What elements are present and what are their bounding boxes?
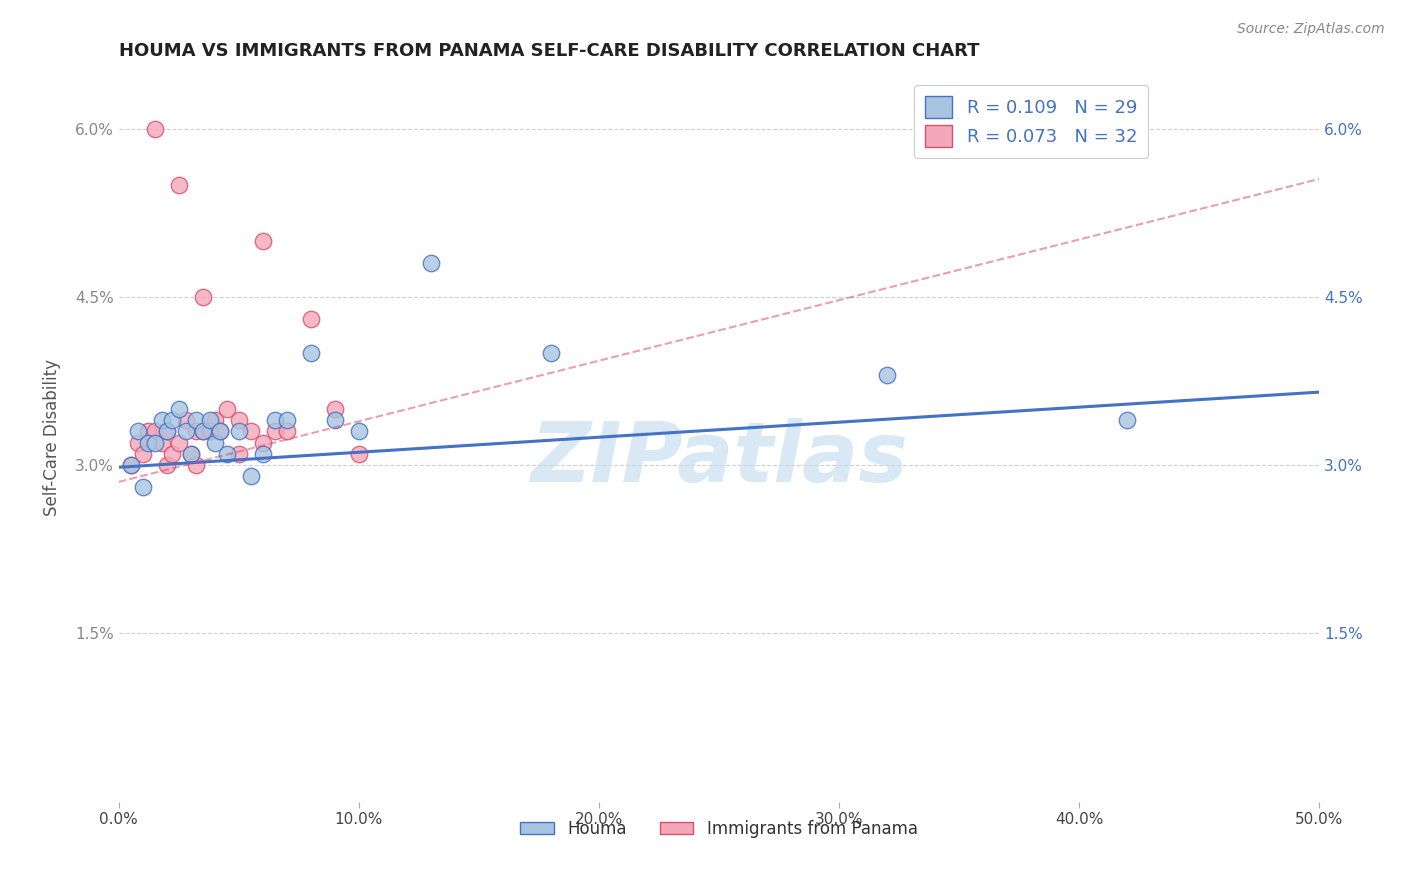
Point	[127, 435, 149, 450]
Point	[160, 413, 183, 427]
Y-axis label: Self-Care Disability: Self-Care Disability	[44, 359, 60, 516]
Legend: Houma, Immigrants from Panama: Houma, Immigrants from Panama	[513, 813, 924, 845]
Point	[208, 425, 231, 439]
Point	[150, 413, 173, 427]
Point	[215, 447, 238, 461]
Text: ZIPatlas: ZIPatlas	[530, 418, 908, 500]
Point	[276, 413, 298, 427]
Point	[191, 425, 214, 439]
Point	[136, 435, 159, 450]
Point	[276, 425, 298, 439]
Point	[299, 346, 322, 360]
Point	[1116, 413, 1139, 427]
Point	[120, 458, 142, 472]
Point	[263, 425, 285, 439]
Point	[120, 458, 142, 472]
Point	[215, 401, 238, 416]
Point	[143, 121, 166, 136]
Point	[156, 425, 179, 439]
Point	[323, 401, 346, 416]
Point	[156, 458, 179, 472]
Point	[167, 401, 190, 416]
Point	[136, 425, 159, 439]
Point	[198, 425, 221, 439]
Point	[191, 290, 214, 304]
Point	[208, 425, 231, 439]
Point	[299, 312, 322, 326]
Point	[156, 425, 179, 439]
Point	[252, 234, 274, 248]
Point	[132, 481, 155, 495]
Point	[191, 425, 214, 439]
Point	[184, 413, 207, 427]
Point	[198, 413, 221, 427]
Point	[540, 346, 562, 360]
Point	[127, 425, 149, 439]
Point	[252, 447, 274, 461]
Point	[204, 413, 226, 427]
Point	[876, 368, 898, 383]
Text: HOUMA VS IMMIGRANTS FROM PANAMA SELF-CARE DISABILITY CORRELATION CHART: HOUMA VS IMMIGRANTS FROM PANAMA SELF-CAR…	[118, 42, 979, 60]
Point	[228, 413, 250, 427]
Point	[180, 447, 202, 461]
Point	[239, 425, 262, 439]
Point	[174, 425, 197, 439]
Point	[143, 435, 166, 450]
Point	[174, 413, 197, 427]
Point	[347, 447, 370, 461]
Point	[167, 178, 190, 192]
Point	[184, 458, 207, 472]
Point	[263, 413, 285, 427]
Point	[419, 256, 441, 270]
Point	[143, 425, 166, 439]
Text: Source: ZipAtlas.com: Source: ZipAtlas.com	[1237, 22, 1385, 37]
Point	[323, 413, 346, 427]
Point	[150, 435, 173, 450]
Point	[167, 435, 190, 450]
Point	[204, 435, 226, 450]
Point	[228, 425, 250, 439]
Point	[252, 435, 274, 450]
Point	[347, 425, 370, 439]
Point	[239, 469, 262, 483]
Point	[160, 447, 183, 461]
Point	[228, 447, 250, 461]
Point	[184, 425, 207, 439]
Point	[180, 447, 202, 461]
Point	[132, 447, 155, 461]
